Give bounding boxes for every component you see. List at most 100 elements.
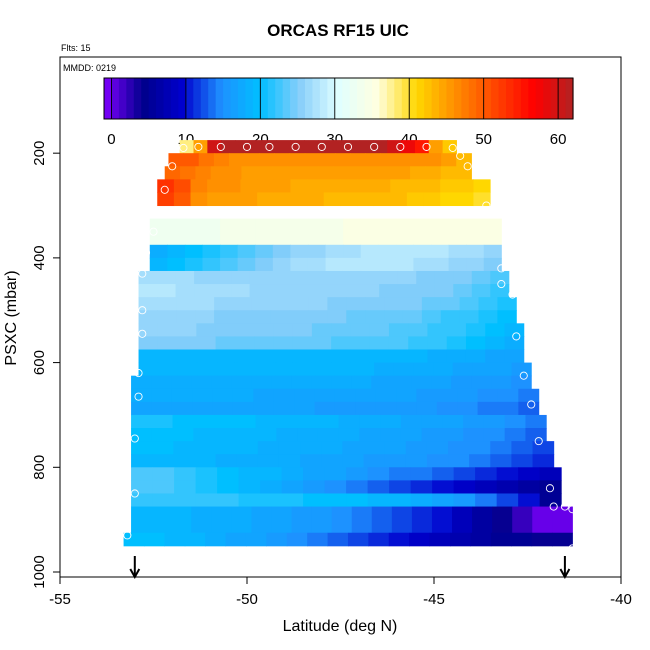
heatmap-cell: [343, 218, 362, 246]
heatmap-cell: [497, 297, 517, 311]
heatmap-cell: [431, 257, 450, 272]
heatmap-cell: [192, 401, 214, 416]
heatmap-cell: [477, 388, 499, 403]
sample-marker: [568, 505, 577, 514]
heatmap-cell: [331, 336, 351, 350]
heatmap-cell: [446, 349, 467, 364]
heatmap-cell: [272, 166, 288, 180]
heatmap-cell: [405, 441, 428, 455]
heatmap-cell: [131, 388, 152, 403]
heatmap-cell: [456, 166, 472, 180]
y-tick-label: 400: [31, 245, 48, 270]
heatmap-cells: [123, 140, 573, 547]
heatmap-cell: [240, 179, 258, 193]
heatmap-cell: [490, 270, 510, 285]
heatmap-cell: [490, 441, 512, 455]
heatmap-cell: [251, 310, 272, 324]
heatmap-cell: [463, 414, 485, 429]
heatmap-cell: [307, 218, 327, 246]
heatmap-cell: [215, 336, 236, 350]
heatmap-cell: [255, 257, 274, 272]
colorbar-segment: [424, 78, 433, 119]
heatmap-cell: [257, 454, 280, 468]
heatmap-cell: [485, 349, 505, 364]
heatmap-cell: [413, 244, 432, 259]
heatmap-cell: [173, 454, 195, 468]
colorbar-segment: [558, 78, 567, 119]
heatmap-cell: [197, 362, 218, 377]
heatmap-cell: [365, 310, 385, 324]
heatmap-cell: [504, 349, 525, 364]
heatmap-cell: [371, 375, 392, 390]
heatmap-cell: [350, 336, 371, 350]
heatmap-cell: [378, 257, 397, 272]
heatmap-cell: [497, 388, 519, 403]
colorbar-segment: [319, 78, 328, 119]
heatmap-cell: [410, 493, 433, 508]
heatmap-cell: [334, 362, 356, 377]
heatmap-cell: [295, 362, 316, 377]
sample-marker: [130, 434, 139, 443]
sample-marker: [508, 290, 517, 299]
heatmap-cell: [231, 284, 251, 298]
x-tick-label: -50: [236, 591, 258, 608]
heatmap-cell: [446, 323, 467, 337]
heatmap-cell: [367, 493, 390, 508]
colorbar-segment: [275, 78, 284, 119]
heatmap-cell: [457, 388, 479, 403]
heatmap-cell: [440, 310, 461, 324]
heatmap-cell: [317, 428, 340, 442]
heatmap-cell: [151, 401, 173, 416]
heatmap-cell: [427, 323, 448, 337]
heatmap-cell: [365, 297, 385, 311]
heatmap-cell: [138, 349, 159, 364]
heatmap-cell: [273, 192, 291, 207]
heatmap-cell: [131, 375, 152, 390]
heatmap-cell: [273, 401, 295, 416]
colorbar-segment: [148, 78, 157, 119]
heatmap-cell: [195, 467, 218, 481]
sample-marker: [216, 142, 225, 151]
heatmap-cell: [234, 414, 257, 429]
heatmap-cell: [214, 297, 234, 311]
heatmap-cell: [466, 218, 485, 246]
colorbar-segment: [245, 78, 254, 119]
heatmap-cell: [290, 257, 309, 272]
heatmap-cell: [483, 428, 506, 442]
heatmap-cell: [324, 467, 347, 481]
plot-frame: [59, 56, 622, 578]
heatmap-cell: [478, 310, 498, 324]
heatmap-cell: [406, 179, 425, 193]
heatmap-cell: [478, 297, 498, 311]
heatmap-cell: [325, 257, 344, 272]
heatmap-cell: [434, 270, 454, 285]
heatmap-cell: [431, 218, 450, 246]
heatmap-cell: [151, 388, 173, 403]
colorbar-segment: [372, 78, 381, 119]
heatmap-cell: [205, 532, 227, 547]
heatmap-cell: [504, 323, 525, 337]
heatmap-cell: [395, 218, 414, 246]
heatmap-cell: [448, 244, 467, 259]
heatmap-cell: [425, 153, 442, 167]
heatmap-cell: [308, 297, 328, 311]
heatmap-cell: [483, 414, 506, 429]
heatmap-cell: [356, 179, 375, 193]
sample-marker: [134, 392, 143, 401]
colorbar-segment: [349, 78, 358, 119]
heatmap-cell: [485, 336, 505, 350]
y-axis: 200 400 600 800 1000: [31, 141, 60, 589]
heatmap-cell: [176, 310, 196, 324]
heatmap-cell: [255, 414, 277, 429]
sample-marker: [568, 544, 577, 553]
heatmap-cell: [260, 480, 283, 494]
heatmap-cell: [172, 428, 194, 442]
heatmap-cell: [518, 467, 541, 481]
heatmap-cell: [240, 192, 258, 207]
heatmap-cell: [333, 166, 350, 180]
heatmap-cell: [236, 362, 257, 377]
heatmap-cell: [307, 257, 327, 272]
heatmap-cell: [138, 297, 158, 311]
heatmap-cell: [289, 297, 310, 311]
heatmap-cell: [151, 414, 174, 429]
